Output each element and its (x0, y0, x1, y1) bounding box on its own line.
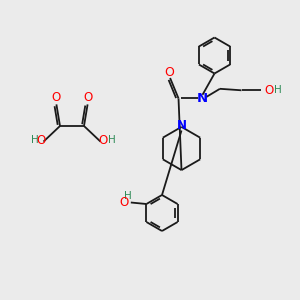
Text: N: N (197, 92, 208, 105)
Text: N: N (176, 119, 187, 132)
Text: O: O (264, 84, 273, 97)
Text: O: O (98, 134, 107, 147)
Text: O: O (83, 91, 92, 104)
Text: H: H (274, 85, 282, 95)
Text: O: O (165, 65, 174, 79)
Text: H: H (31, 135, 39, 145)
Text: O: O (119, 196, 128, 209)
Text: H: H (124, 191, 132, 201)
Text: H: H (108, 135, 116, 145)
Text: O: O (52, 91, 61, 104)
Text: O: O (37, 134, 46, 147)
